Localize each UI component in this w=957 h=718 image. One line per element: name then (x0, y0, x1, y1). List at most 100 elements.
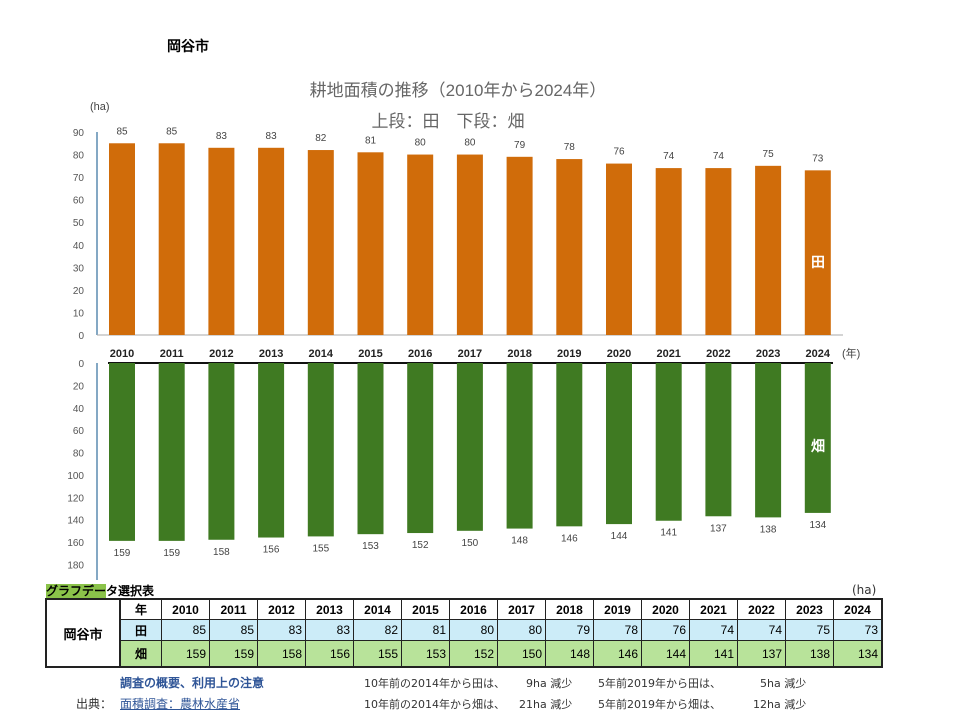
lower-y-tick: 180 (67, 560, 84, 571)
hata-value-label: 153 (362, 541, 379, 552)
hata-value-label: 144 (611, 531, 628, 542)
year-column-header: 2010 (161, 598, 210, 620)
x-tick-label: 2015 (358, 348, 382, 360)
hata-bar (804, 363, 831, 513)
note-hata-10y: 10年前の2014年から畑は、 (364, 698, 505, 711)
farmland-chart: 耕地面積の推移（2010年から2024年） 上段：田 下段：畑 (ha) (年)… (67, 81, 860, 580)
hata-bar (109, 363, 135, 541)
x-tick-label: 2021 (656, 348, 680, 360)
hata-cell: 150 (497, 640, 546, 668)
x-tick-label: 2024 (806, 348, 831, 360)
note-ta-5y: 5年前2019年から田は、 (598, 677, 721, 690)
table-title-rest: タ選択表 (106, 584, 155, 598)
ta-bar (655, 168, 682, 335)
hata-bar (456, 363, 483, 531)
upper-y-tick: 90 (73, 128, 85, 139)
table-header-row: 岡谷市 年 2010 2011 2012 2013 2014 2015 2016 2017 20… (45, 598, 883, 668)
ta-cell: 73 (833, 619, 883, 641)
ta-value-label: 78 (564, 142, 576, 153)
ta-cell: 85 (209, 619, 258, 641)
hata-cell: 159 (161, 640, 210, 668)
ta-value-label: 74 (663, 151, 675, 162)
lower-y-tick: 20 (73, 381, 85, 392)
hata-value-label: 141 (660, 528, 677, 539)
y-axis-unit: (ha) (90, 101, 110, 113)
ta-cell: 80 (449, 619, 498, 641)
upper-y-tick: 20 (73, 286, 85, 297)
year-column-header: 2013 (305, 598, 354, 620)
note-ta-10y: 10年前の2014年から田は、 (364, 677, 505, 690)
ta-value-label: 83 (216, 131, 228, 142)
hata-cell: 141 (689, 640, 738, 668)
ta-bar (755, 165, 782, 335)
x-axis-unit: (年) (842, 346, 860, 360)
hata-value-label: 137 (710, 523, 727, 534)
ta-bar (804, 170, 831, 335)
hata-bar (556, 363, 583, 527)
ta-cell: 83 (305, 619, 354, 641)
ta-value-label: 79 (514, 140, 526, 151)
ta-cell: 74 (689, 619, 738, 641)
city-title: 岡谷市 (167, 39, 209, 55)
ta-cell: 76 (641, 619, 690, 641)
ta-value-label: 80 (464, 138, 476, 149)
hata-value-label: 159 (114, 548, 131, 559)
upper-y-tick: 30 (73, 263, 85, 274)
lower-y-tick: 120 (67, 493, 84, 504)
ta-bar (506, 156, 533, 335)
ta-value-label: 75 (763, 149, 775, 160)
x-tick-label: 2018 (507, 348, 531, 360)
year-column-header: 2015 (401, 598, 450, 620)
x-tick-label: 2013 (259, 348, 283, 360)
ta-bar (109, 143, 135, 335)
ta-value-label: 85 (116, 126, 128, 137)
x-tick-label: 2014 (309, 348, 334, 360)
ta-bar (705, 168, 732, 335)
upper-y-tick: 70 (73, 173, 85, 184)
note-ta-5y-value: 5ha 減少 (760, 677, 807, 690)
table-row-hata: 畑 159 159 158 156 155 153 152 150 148 146 144 141 13… (46, 640, 883, 668)
ta-series-label: 田 (811, 254, 825, 270)
ta-bar (606, 163, 632, 335)
ta-bar (158, 143, 185, 335)
hata-cell: 156 (305, 640, 354, 668)
hata-bar (158, 363, 185, 541)
ta-cell: 83 (257, 619, 306, 641)
ta-bar (208, 147, 235, 335)
year-column-header: 2017 (497, 598, 546, 620)
year-header: 年 (119, 598, 162, 620)
note-ta-10y-value: 9ha 減少 (526, 677, 573, 690)
lower-y-tick: 40 (73, 404, 85, 415)
hata-bar (655, 363, 682, 521)
ta-value-label: 73 (812, 153, 824, 164)
hata-value-label: 134 (809, 520, 826, 531)
lower-y-tick: 160 (67, 538, 84, 549)
x-tick-label: 2023 (756, 348, 780, 360)
upper-y-tick: 60 (73, 196, 85, 207)
survey-notes-link[interactable]: 調査の概要、利用上の注意 (120, 676, 265, 690)
hata-value-label: 148 (511, 536, 528, 547)
year-column-header: 2014 (353, 598, 402, 620)
hata-series-label: 畑 (810, 438, 825, 454)
ta-value-label: 81 (365, 135, 377, 146)
year-column-header: 2024 (833, 598, 883, 620)
ta-value-label: 83 (266, 131, 278, 142)
hata-bar (705, 363, 732, 517)
lower-y-tick: 100 (67, 471, 84, 482)
ta-cell: 81 (401, 619, 450, 641)
ta-bar (258, 147, 285, 335)
source-link[interactable]: 面積調査：農林水産省 (120, 697, 241, 711)
hata-cell: 158 (257, 640, 306, 668)
hata-cell: 148 (545, 640, 594, 668)
row-label-ta: 田 (119, 619, 162, 641)
hata-cell: 137 (737, 640, 786, 668)
year-column-header: 2019 (593, 598, 642, 620)
ta-bar (307, 150, 334, 335)
chart-title: 耕地面積の推移（2010年から2024年） (310, 81, 607, 100)
hata-value-label: 138 (760, 524, 777, 535)
ta-value-label: 82 (315, 133, 327, 144)
ta-cell: 80 (497, 619, 546, 641)
upper-y-tick: 80 (73, 151, 85, 162)
year-column-header: 2021 (689, 598, 738, 620)
